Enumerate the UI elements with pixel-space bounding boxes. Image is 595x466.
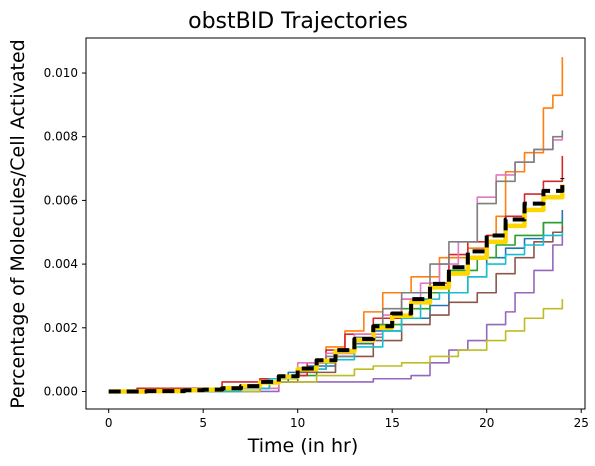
y-tick-label: 0.010 [44,66,78,80]
x-tick-label: 25 [574,416,589,430]
x-tick-label: 5 [199,416,207,430]
x-tick-label: 10 [290,416,305,430]
series-line-12 [108,178,565,394]
x-tick-label: 0 [105,416,113,430]
y-tick-label: 0.004 [44,257,78,271]
x-axis-label: Time (in hr) [247,435,359,457]
series-layer [108,57,565,394]
series-line-10 [108,232,564,393]
y-tick-label: 0.002 [44,321,78,335]
y-axis-label: Percentage of Molecules/Cell Activated [7,39,29,409]
y-tick-label: 0.006 [44,193,78,207]
x-axis: 0 5 10 15 20 25 [105,409,589,430]
y-tick-label: 0.000 [44,384,78,398]
x-tick-label: 20 [479,416,494,430]
series-line-9 [108,299,564,393]
plot-frame [85,37,586,410]
chart-title: obstBID Trajectories [188,9,408,34]
y-tick-label: 0.008 [44,130,78,144]
series-line-4 [108,155,564,393]
x-tick-label: 15 [385,416,400,430]
y-axis: 0.000 0.002 0.004 0.006 0.008 0.010 [44,66,86,398]
